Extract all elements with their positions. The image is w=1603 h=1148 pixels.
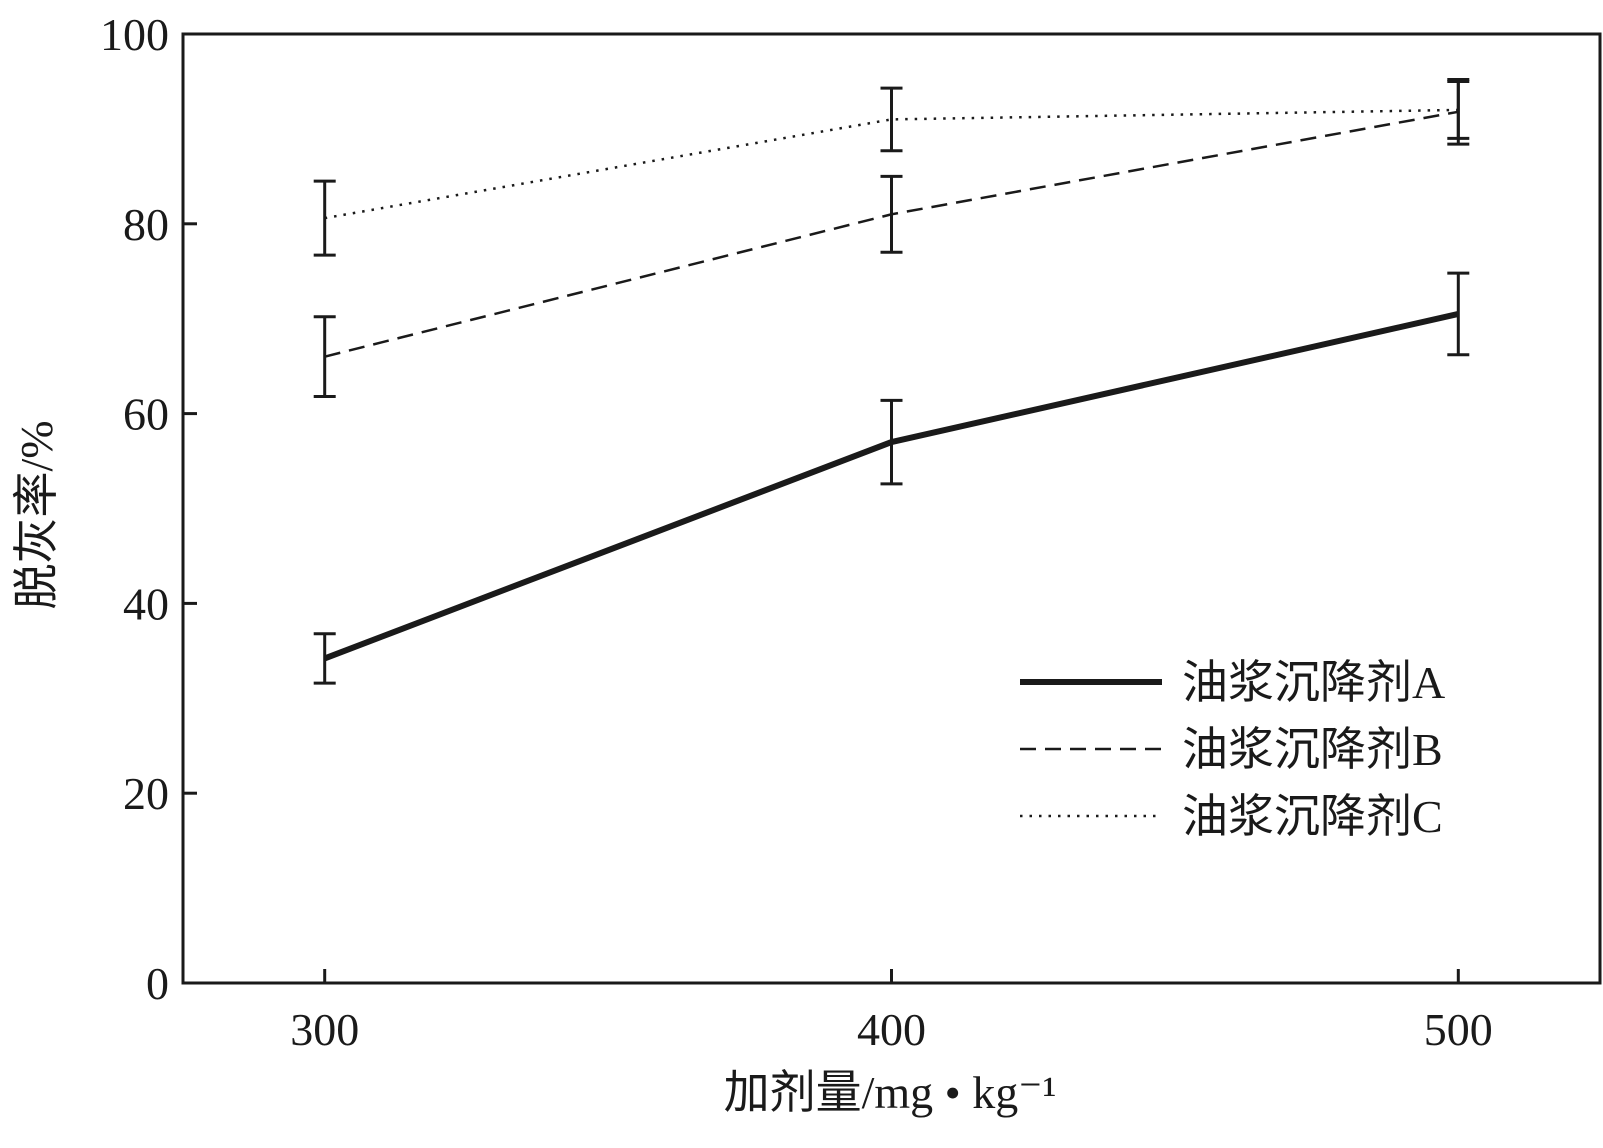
error-bar [313,632,336,685]
series-line-油浆沉降剂A [323,311,1459,662]
series-layer [313,78,1470,685]
series-line-油浆沉降剂C [324,108,1459,220]
error-bar [313,315,336,399]
error-bar [880,86,903,153]
x-axis-title: 加剂量/mg • kg⁻¹ [724,1067,1057,1118]
y-axis-ticks: 0 20 40 60 80 100 [100,9,197,1009]
y-tick-label: 40 [123,578,169,629]
y-tick-label: 60 [123,389,169,440]
y-tick-label: 0 [146,958,169,1009]
y-tick-label: 100 [100,9,169,60]
y-tick-label: 20 [123,768,169,819]
x-tick-label: 400 [857,1004,926,1055]
error-bar [880,174,903,254]
error-bar [313,179,336,257]
legend-label: 油浆沉降剂C [1182,791,1443,842]
error-bar [1447,79,1470,140]
legend-label: 油浆沉降剂A [1182,657,1445,708]
x-tick-label: 500 [1424,1004,1493,1055]
y-tick-label: 80 [123,199,169,250]
legend-label: 油浆沉降剂B [1182,724,1443,775]
error-bar [880,398,903,486]
legend: 油浆沉降剂A 油浆沉降剂B 油浆沉降剂C [1020,657,1445,842]
error-bar [1447,271,1470,357]
y-axis-title: 脱灰率/% [11,420,62,609]
x-tick-label: 300 [290,1004,359,1055]
x-axis-ticks: 300 400 500 [290,969,1493,1055]
